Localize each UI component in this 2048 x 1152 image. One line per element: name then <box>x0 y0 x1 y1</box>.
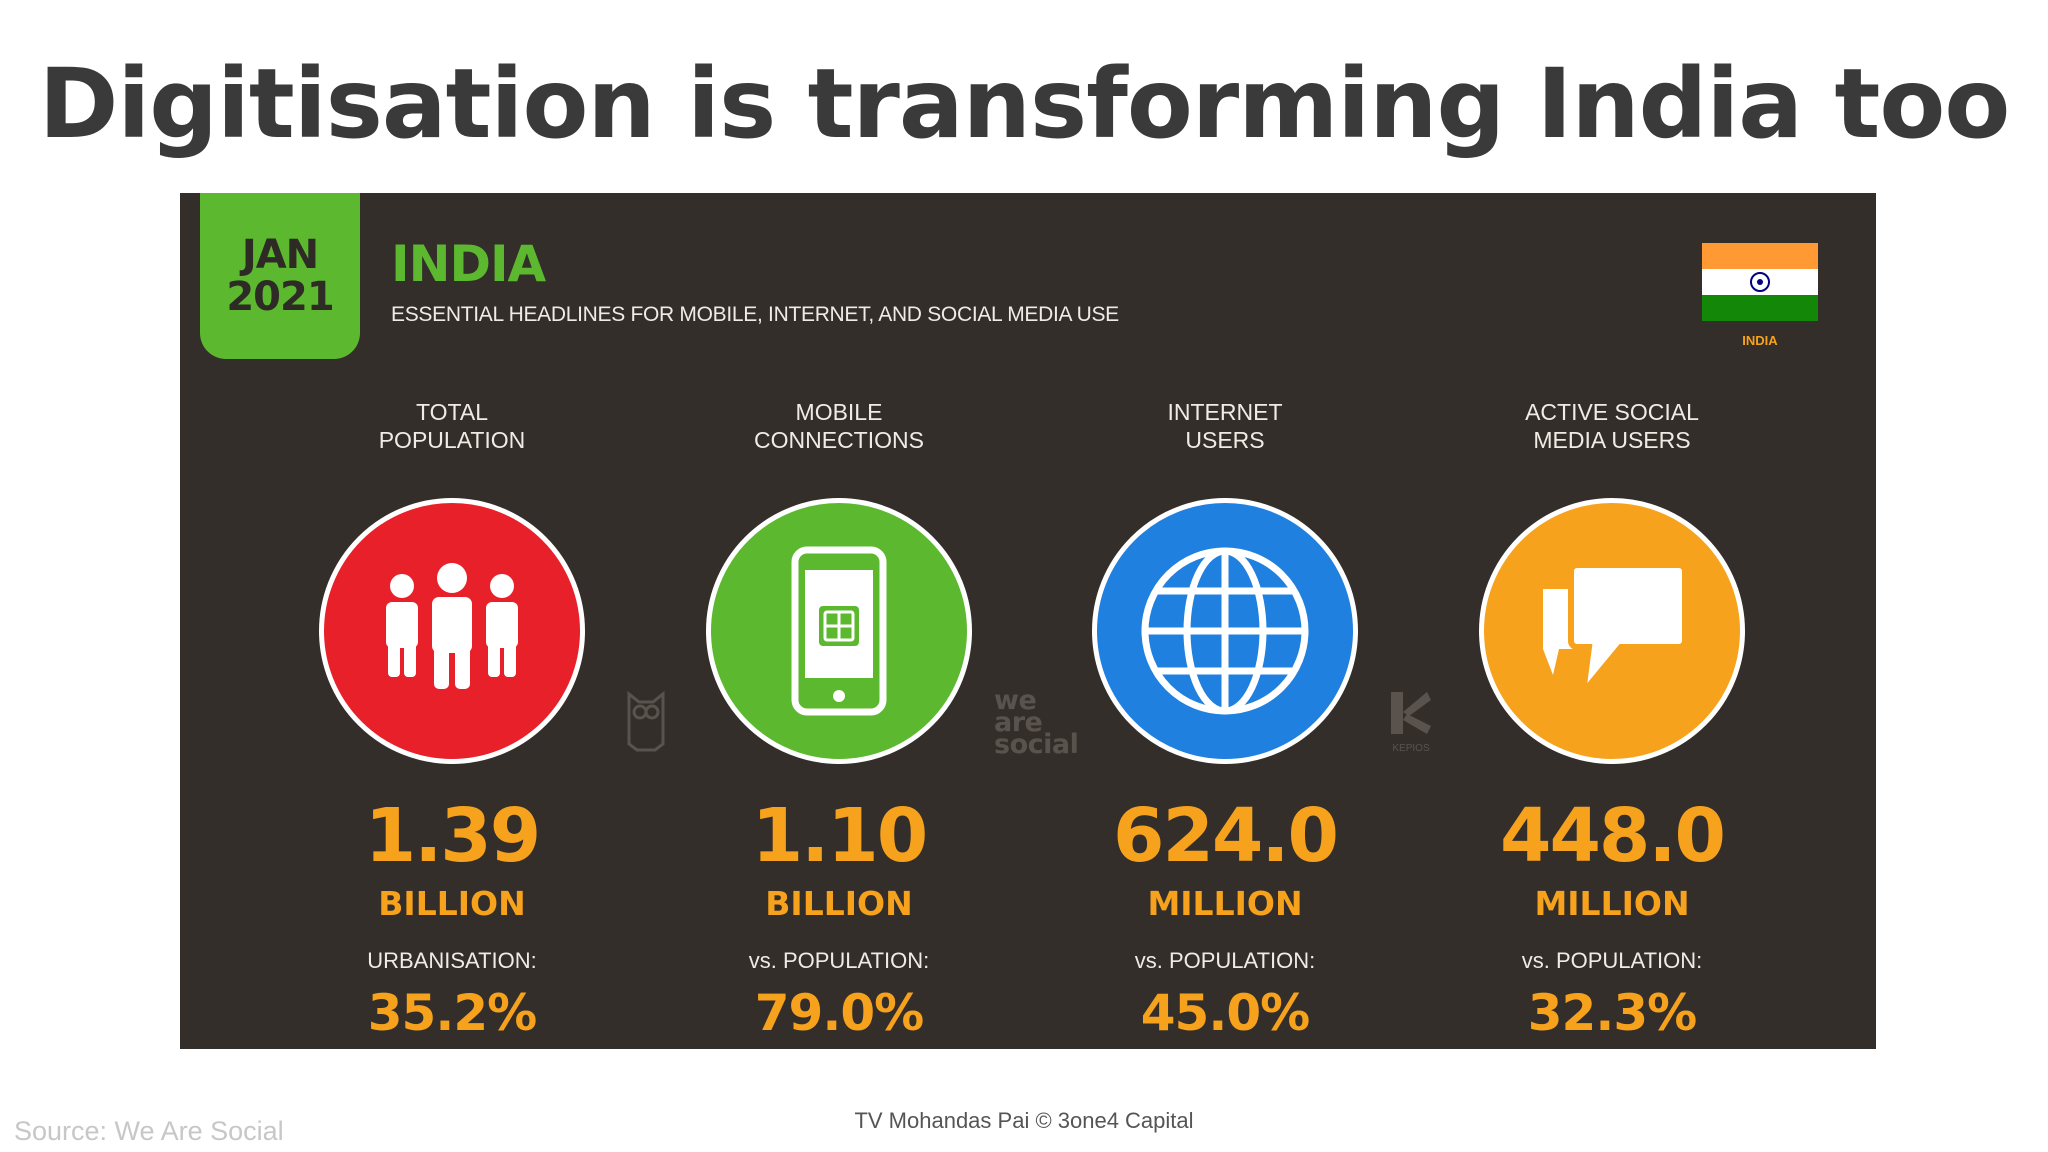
stat-unit: BILLION <box>765 884 913 923</box>
stat-total-population: TOTAL POPULATION <box>287 398 617 1042</box>
country-heading: INDIA <box>391 235 546 293</box>
stat-sub-value: 79.0% <box>754 984 924 1042</box>
kepios-logo: KEPIOS <box>1389 690 1433 754</box>
hootsuite-owl-icon <box>625 690 667 757</box>
flag-caption: INDIA <box>1742 333 1778 348</box>
stat-sub-label: vs. POPULATION: <box>748 948 930 973</box>
badge-month: JAN <box>241 232 319 278</box>
globe-icon <box>1092 498 1358 764</box>
badge-year: 2021 <box>226 274 334 320</box>
stat-sub-value: 32.3% <box>1527 984 1697 1042</box>
stat-sub-label: vs. POPULATION: <box>1521 948 1703 973</box>
we-are-social-logo: we are social <box>994 685 1079 760</box>
stat-sub-label: vs. POPULATION: <box>1134 948 1316 973</box>
country-subtitle: ESSENTIAL HEADLINES FOR MOBILE, INTERNET… <box>391 303 1119 326</box>
stat-sub-value: 35.2% <box>367 984 537 1042</box>
stat-internet-users: INTERNET USERS 624.0 MILLION vs. POPULAT… <box>1060 398 1390 1042</box>
ashoka-chakra-icon <box>1750 272 1770 292</box>
chat-bubbles-icon <box>1479 498 1745 764</box>
stat-label: INTERNET USERS <box>1167 399 1283 453</box>
stat-label: MOBILE CONNECTIONS <box>754 399 924 453</box>
stat-unit: BILLION <box>378 884 526 923</box>
stat-mobile-connections: MOBILE CONNECTIONS 1.10 BILLION vs. POPU… <box>674 398 1004 1042</box>
date-badge: JAN 2021 <box>200 193 360 359</box>
stat-sub-label: URBANISATION: <box>367 948 537 973</box>
mobile-phone-icon <box>706 498 972 764</box>
stat-value: 624.0 <box>1112 793 1339 879</box>
stat-sub-value: 45.0% <box>1140 984 1310 1042</box>
india-flag-icon <box>1702 243 1818 321</box>
stat-label: TOTAL POPULATION <box>378 399 526 453</box>
stat-unit: MILLION <box>1147 884 1303 923</box>
stat-value: 1.10 <box>751 793 929 879</box>
slide-title: Digitisation is transforming India too <box>38 48 2011 160</box>
footer-credit: TV Mohandas Pai © 3one4 Capital <box>854 1108 1194 1133</box>
stat-active-social-media: ACTIVE SOCIAL MEDIA USERS 448.0 MILLION … <box>1447 398 1777 1042</box>
people-icon <box>319 498 585 764</box>
stat-label: ACTIVE SOCIAL MEDIA USERS <box>1525 399 1699 453</box>
infographic-panel: JAN 2021 INDIA ESSENTIAL HEADLINES FOR M… <box>180 193 1876 1049</box>
source-note: Source: We Are Social <box>14 1116 284 1146</box>
stat-unit: MILLION <box>1534 884 1690 923</box>
stat-value: 1.39 <box>364 793 542 879</box>
stat-value: 448.0 <box>1499 793 1726 879</box>
